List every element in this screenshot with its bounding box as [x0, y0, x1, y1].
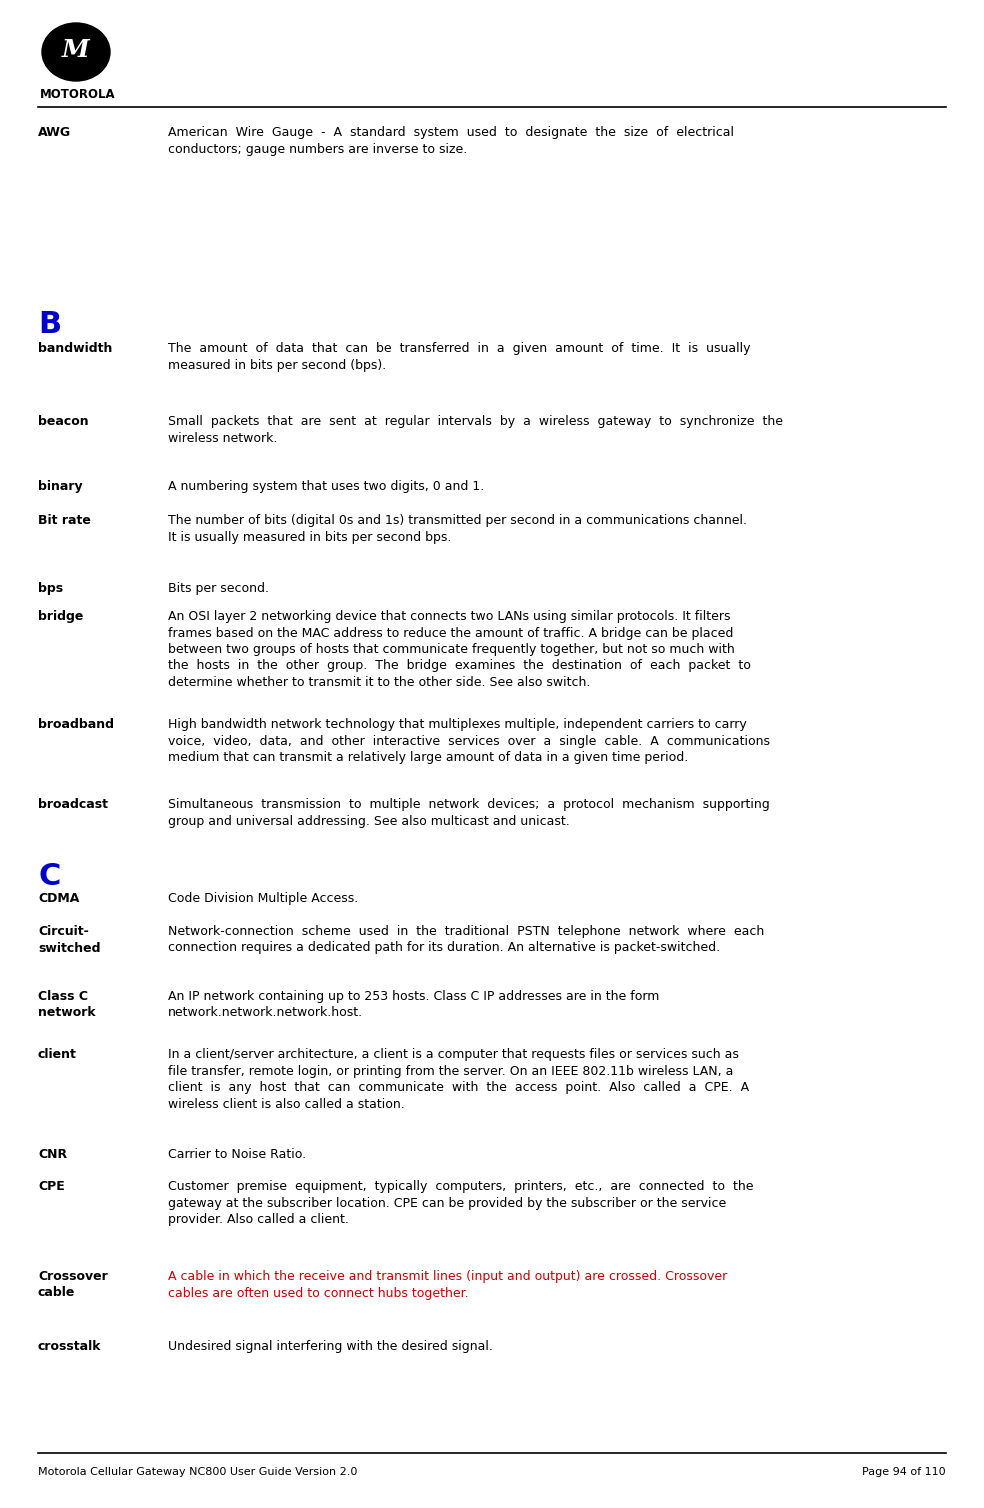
- Text: MOTOROLA: MOTOROLA: [40, 89, 116, 101]
- Text: bridge: bridge: [38, 611, 84, 623]
- Text: CDMA: CDMA: [38, 893, 80, 905]
- Text: Customer  premise  equipment,  typically  computers,  printers,  etc.,  are  con: Customer premise equipment, typically co…: [168, 1179, 754, 1226]
- Text: bandwidth: bandwidth: [38, 342, 112, 354]
- Text: broadcast: broadcast: [38, 798, 108, 811]
- Text: Small  packets  that  are  sent  at  regular  intervals  by  a  wireless  gatewa: Small packets that are sent at regular i…: [168, 415, 783, 445]
- Text: CPE: CPE: [38, 1179, 65, 1193]
- Text: High bandwidth network technology that multiplexes multiple, independent carrier: High bandwidth network technology that m…: [168, 718, 770, 765]
- Text: Crossover
cable: Crossover cable: [38, 1270, 108, 1300]
- Text: The number of bits (digital 0s and 1s) transmitted per second in a communication: The number of bits (digital 0s and 1s) t…: [168, 514, 747, 543]
- Text: C: C: [38, 863, 60, 891]
- Text: American  Wire  Gauge  -  A  standard  system  used  to  designate  the  size  o: American Wire Gauge - A standard system …: [168, 127, 734, 155]
- Text: An IP network containing up to 253 hosts. Class C IP addresses are in the form
n: An IP network containing up to 253 hosts…: [168, 989, 659, 1019]
- Text: A numbering system that uses two digits, 0 and 1.: A numbering system that uses two digits,…: [168, 480, 484, 493]
- Text: client: client: [38, 1048, 77, 1062]
- Text: beacon: beacon: [38, 415, 89, 428]
- Text: B: B: [38, 311, 61, 339]
- Text: AWG: AWG: [38, 127, 71, 139]
- Text: An OSI layer 2 networking device that connects two LANs using similar protocols.: An OSI layer 2 networking device that co…: [168, 611, 751, 689]
- Text: binary: binary: [38, 480, 83, 493]
- Text: crosstalk: crosstalk: [38, 1341, 101, 1353]
- Text: bps: bps: [38, 582, 63, 596]
- Text: CNR: CNR: [38, 1148, 67, 1161]
- Text: Motorola Cellular Gateway NC800 User Guide Version 2.0: Motorola Cellular Gateway NC800 User Gui…: [38, 1467, 357, 1476]
- Text: Simultaneous  transmission  to  multiple  network  devices;  a  protocol  mechan: Simultaneous transmission to multiple ne…: [168, 798, 769, 828]
- Text: broadband: broadband: [38, 718, 114, 731]
- Text: Bit rate: Bit rate: [38, 514, 91, 526]
- Text: The  amount  of  data  that  can  be  transferred  in  a  given  amount  of  tim: The amount of data that can be transferr…: [168, 342, 751, 371]
- Text: Circuit-
switched: Circuit- switched: [38, 924, 100, 955]
- Ellipse shape: [42, 23, 110, 81]
- Text: Class C
network: Class C network: [38, 989, 95, 1019]
- Text: Network-connection  scheme  used  in  the  traditional  PSTN  telephone  network: Network-connection scheme used in the tr…: [168, 924, 765, 955]
- Text: Page 94 of 110: Page 94 of 110: [862, 1467, 946, 1476]
- Text: M: M: [62, 38, 90, 62]
- Text: Carrier to Noise Ratio.: Carrier to Noise Ratio.: [168, 1148, 306, 1161]
- Text: Undesired signal interfering with the desired signal.: Undesired signal interfering with the de…: [168, 1341, 493, 1353]
- Text: Bits per second.: Bits per second.: [168, 582, 269, 596]
- Text: A cable in which the receive and transmit lines (input and output) are crossed. : A cable in which the receive and transmi…: [168, 1270, 727, 1300]
- Text: Code Division Multiple Access.: Code Division Multiple Access.: [168, 893, 358, 905]
- Text: In a client/server architecture, a client is a computer that requests files or s: In a client/server architecture, a clien…: [168, 1048, 749, 1110]
